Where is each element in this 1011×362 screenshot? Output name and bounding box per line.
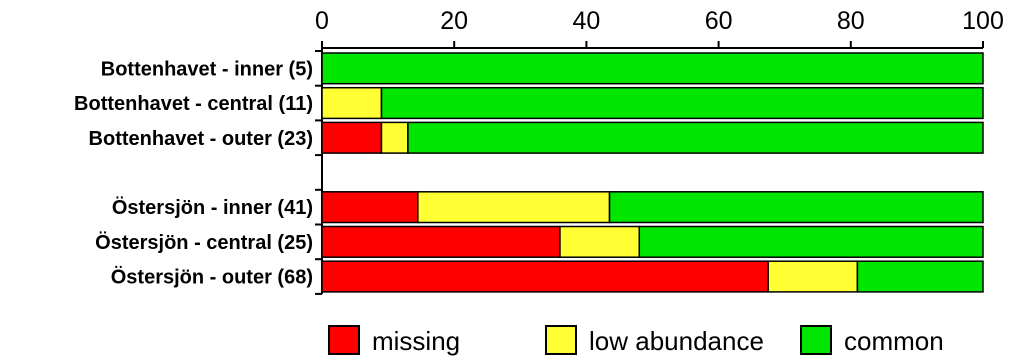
bar-segment-low-abundance: [380, 121, 409, 154]
bar-segment-common: [638, 225, 984, 258]
bars: [321, 52, 984, 293]
legend-swatch: [328, 325, 360, 355]
bar-segment-missing: [321, 191, 419, 224]
bar-segment-common: [608, 191, 984, 224]
legend-label: low abundance: [589, 326, 764, 356]
category-label: Östersjön - inner (41): [112, 196, 313, 219]
category-label: Östersjön - central (25): [95, 231, 313, 254]
bar-segment-common: [321, 52, 984, 85]
x-tick-label: 80: [837, 7, 865, 35]
category-label: Bottenhavet - inner (5): [101, 58, 313, 80]
y-axis: Bottenhavet - inner (5) Bottenhavet - cen…: [74, 48, 323, 295]
bar-segment-common: [856, 260, 984, 293]
legend: missing low abundance common: [328, 325, 944, 356]
category-label: Bottenhavet - central (11): [74, 93, 313, 115]
bar-segment-low-abundance: [321, 86, 383, 120]
x-tick-label: 20: [440, 7, 468, 35]
bar-segment-missing: [321, 260, 769, 293]
bar-segment-missing: [321, 121, 383, 154]
x-tick-label: 100: [962, 7, 1004, 35]
bar-segment-low-abundance: [417, 191, 611, 224]
x-tick-label: 0: [315, 7, 329, 35]
bar-segment-common: [380, 86, 984, 120]
legend-label: common: [844, 326, 944, 356]
legend-label: missing: [372, 326, 460, 356]
legend-swatch: [545, 325, 577, 355]
legend-swatch: [800, 325, 832, 355]
x-tick-label: 60: [705, 7, 733, 35]
x-tick-label: 40: [572, 7, 600, 35]
bar-segment-missing: [321, 225, 561, 258]
bar-segment-common: [407, 121, 984, 154]
category-label: Östersjön - outer (68): [111, 266, 313, 289]
bar-segment-low-abundance: [559, 225, 641, 258]
x-axis: 0 20 40 60 80 100: [315, 7, 1004, 49]
category-label: Bottenhavet - outer (23): [89, 128, 313, 150]
bar-segment-low-abundance: [767, 260, 859, 293]
